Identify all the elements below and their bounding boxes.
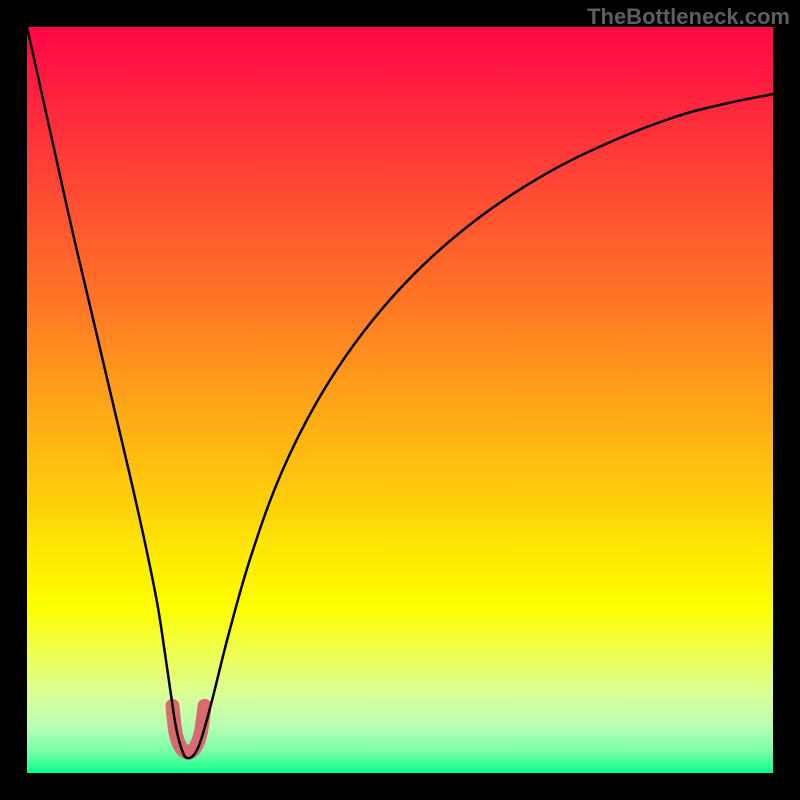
chart-container: TheBottleneck.com — [0, 0, 800, 800]
bottleneck-curve — [27, 27, 773, 758]
plot-area — [27, 27, 773, 773]
watermark-text: TheBottleneck.com — [587, 4, 790, 30]
curve-layer — [27, 27, 773, 773]
